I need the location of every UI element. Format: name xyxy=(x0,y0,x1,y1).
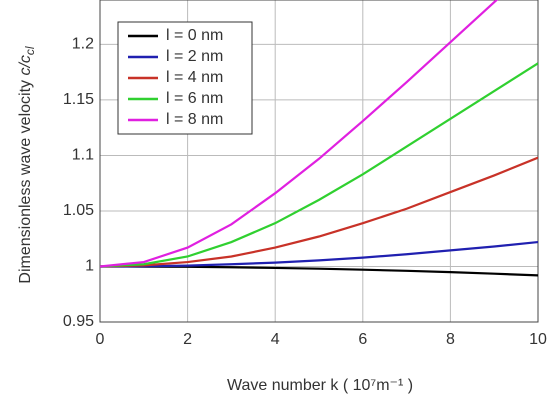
legend-label: l = 2 nm xyxy=(166,48,223,65)
y-label-var: c/c xyxy=(17,55,34,75)
line xyxy=(100,0,499,268)
x-tick-label: 4 xyxy=(271,331,280,348)
line xyxy=(100,62,538,268)
x-tick-label: 6 xyxy=(358,331,367,348)
y-label-sub: cl xyxy=(23,46,37,55)
x-tick-label: 10 xyxy=(529,331,547,348)
x-axis-label: Wave number k ( 10⁷m⁻¹ ) xyxy=(227,377,413,394)
y-tick-label: 0.95 xyxy=(63,313,94,330)
y-label-text: Dimensionless wave velocity xyxy=(17,76,34,284)
x-tick-label: 8 xyxy=(446,331,455,348)
plot-area xyxy=(100,0,538,277)
legend-label: l = 6 nm xyxy=(166,90,223,107)
y-axis-label: Dimensionless wave velocity c/ccl xyxy=(17,46,37,284)
x-tick-label: 0 xyxy=(96,331,105,348)
y-tick-label: 1 xyxy=(85,258,94,275)
legend-label: l = 0 nm xyxy=(166,27,223,44)
legend-box xyxy=(117,21,253,135)
y-tick-label: 1.15 xyxy=(63,91,94,108)
y-tick-label: 1.1 xyxy=(72,147,94,164)
y-tick-label: 1.2 xyxy=(72,36,94,53)
legend-label: l = 4 nm xyxy=(166,69,223,86)
line xyxy=(100,265,538,277)
line xyxy=(100,156,538,268)
x-tick-label: 2 xyxy=(183,331,192,348)
plot-frame xyxy=(99,0,539,323)
line xyxy=(100,240,538,268)
legend-label: l = 8 nm xyxy=(166,111,223,128)
y-tick-label: 1.05 xyxy=(63,202,94,219)
